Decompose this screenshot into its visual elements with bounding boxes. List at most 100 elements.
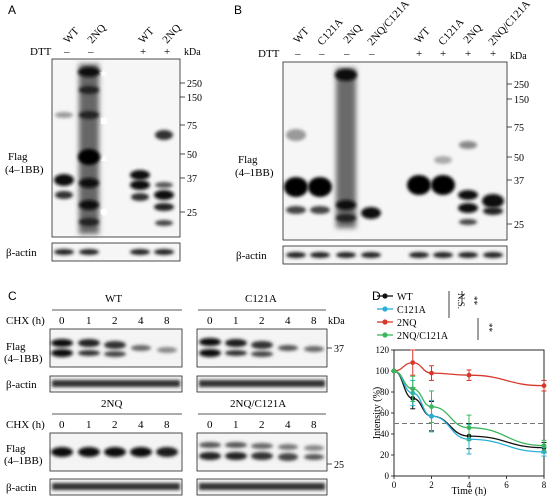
panel-a-marker-label: 25 xyxy=(187,208,197,219)
panel-c-flag-label: Flag xyxy=(6,341,26,353)
y-tick-label: 0 xyxy=(385,471,390,481)
panel-a-marker-label: 50 xyxy=(187,150,197,161)
data-point xyxy=(410,360,416,365)
panel-b-marker-label: 250 xyxy=(514,80,529,91)
panel-b-dtt-sign: + xyxy=(490,48,496,60)
panel-b-marker-label: 150 xyxy=(514,95,529,106)
legend-label: 2NQ xyxy=(397,318,417,329)
panel-b-dtt-label: DTT xyxy=(258,48,280,60)
panel-b-dtt-sign: + xyxy=(440,48,446,60)
panel-c-actin-label: β-actin xyxy=(6,482,37,494)
panel-c-timepoint: 1 xyxy=(86,419,92,431)
panel-b-lane-label: C121A xyxy=(315,16,345,48)
y-tick-label: 80 xyxy=(380,387,390,397)
panel-c-marker-bottom: 25 xyxy=(334,460,344,471)
panel-c-group-label: 2NQ xyxy=(101,398,122,410)
panel-c-timepoint: 4 xyxy=(285,315,291,327)
panel-c-timepoint: 0 xyxy=(59,315,65,327)
panel-c-timepoint: 0 xyxy=(207,419,213,431)
x-tick-label: 2 xyxy=(429,480,434,490)
panel-b-dtt-sign: – xyxy=(318,48,325,60)
panel-a-marker-label: 37 xyxy=(187,174,197,185)
panel-b-lane-label: WT xyxy=(291,25,312,46)
panel-label-c: C xyxy=(8,289,17,303)
chart-legend: WT C121A 2NQ 2NQ/C121A xyxy=(377,292,449,342)
panel-c-timepoint: 0 xyxy=(59,419,65,431)
panel-b-markers: 250 150 75 50 37 25 xyxy=(507,80,529,231)
data-point xyxy=(541,443,547,448)
y-tick-label: 20 xyxy=(380,450,390,460)
panel-c-bottom-actin-blot xyxy=(49,478,328,496)
panel-c-timepoint: 8 xyxy=(311,315,317,327)
legend-label: 2NQ/C121A xyxy=(397,331,449,342)
panel-b-dtt-sign: – xyxy=(368,48,375,60)
panel-a-marker-label: 250 xyxy=(187,79,202,90)
panel-b-marker-label: 75 xyxy=(514,123,524,134)
panel-a-markers: 250 150 75 50 37 25 xyxy=(180,79,202,219)
significance-brackets: N.S. ** ** xyxy=(448,291,494,340)
panel-b-lane-label: 2NQ/C121A xyxy=(486,0,533,48)
panel-a-dtt-sign: + xyxy=(140,46,146,58)
panel-b-dtt-sign: – xyxy=(294,48,301,60)
panel-a-actin-label: β-actin xyxy=(6,247,37,259)
panel-c-timepoint: 2 xyxy=(259,419,265,431)
data-point xyxy=(429,370,434,376)
panel-b-dtt-sign: – xyxy=(343,48,350,60)
legend-marker xyxy=(382,306,388,312)
panel-b-marker-label: 37 xyxy=(514,176,524,187)
legend-label: C121A xyxy=(397,305,427,316)
panel-c-top-actin-blot xyxy=(49,375,328,393)
panel-b-flag-label: Flag xyxy=(238,154,258,166)
panel-c-group-label: C121A xyxy=(245,293,277,305)
panel-c-timepoint: 2 xyxy=(112,315,118,327)
data-point xyxy=(429,404,434,410)
panel-c-top-flag-blot xyxy=(49,328,328,368)
panel-c-bottom-flag-blot xyxy=(49,432,328,472)
panel-c-timepoint: 2 xyxy=(259,315,265,327)
panel-a-lane-label: WT xyxy=(61,25,82,46)
panel-c-actin-label: β-actin xyxy=(6,379,37,391)
y-axis-label: Intensity (%) xyxy=(372,387,383,440)
panel-b-lane-label: C121A xyxy=(436,16,466,48)
panel-b-kda-label: kDa xyxy=(510,51,527,62)
y-tick-label: 120 xyxy=(376,345,390,355)
panel-c-timepoint: 4 xyxy=(285,419,291,431)
x-tick-label: 0 xyxy=(392,480,397,490)
y-tick-label: 40 xyxy=(380,429,390,439)
panel-b-dtt-sign: + xyxy=(465,48,471,60)
panel-c-kda-label: kDa xyxy=(328,316,345,327)
legend-label: WT xyxy=(397,292,413,303)
x-tick-label: 4 xyxy=(467,480,472,490)
panel-c-timepoint: 0 xyxy=(207,315,213,327)
panel-c-marker-top: 37 xyxy=(334,344,344,355)
panel-c-chx-label: CHX (h) xyxy=(6,315,45,327)
data-point xyxy=(466,425,472,431)
panel-c-flag-sublabel: (4–1BB) xyxy=(4,353,43,365)
panel-c-timepoint: 4 xyxy=(138,419,144,431)
panel-a-lane-label: 2NQ xyxy=(85,22,108,46)
star-symbol: ★ xyxy=(99,69,108,80)
data-point xyxy=(541,383,547,389)
significance-label: N.S. xyxy=(456,293,466,309)
legend-marker xyxy=(382,293,388,299)
panel-c-timepoint: 2 xyxy=(112,419,118,431)
data-point xyxy=(410,386,416,392)
legend-marker xyxy=(382,319,388,325)
panel-b-marker-label: 25 xyxy=(514,220,524,231)
panel-a-dtt-sign: + xyxy=(164,46,170,58)
panel-b-actin-blot xyxy=(282,245,508,265)
y-tick-label: 60 xyxy=(380,408,390,418)
panel-c-timepoint: 8 xyxy=(164,315,170,327)
panel-a-lane-label: 2NQ xyxy=(160,22,183,46)
panel-b-actin-label: β-actin xyxy=(236,250,267,262)
plot-frame xyxy=(393,349,545,477)
panel-a-kda-label: kDa xyxy=(184,47,201,58)
panel-c-flag-label: Flag xyxy=(6,443,26,455)
panel-b-marker-label: 50 xyxy=(514,153,524,164)
panel-c-timepoint: 1 xyxy=(233,419,239,431)
panel-a-dtt-sign: – xyxy=(63,46,70,58)
panel-c-group-label: WT xyxy=(105,293,122,305)
panel-a-marker-label: 150 xyxy=(187,93,202,104)
panel-label-d: D xyxy=(372,289,381,303)
